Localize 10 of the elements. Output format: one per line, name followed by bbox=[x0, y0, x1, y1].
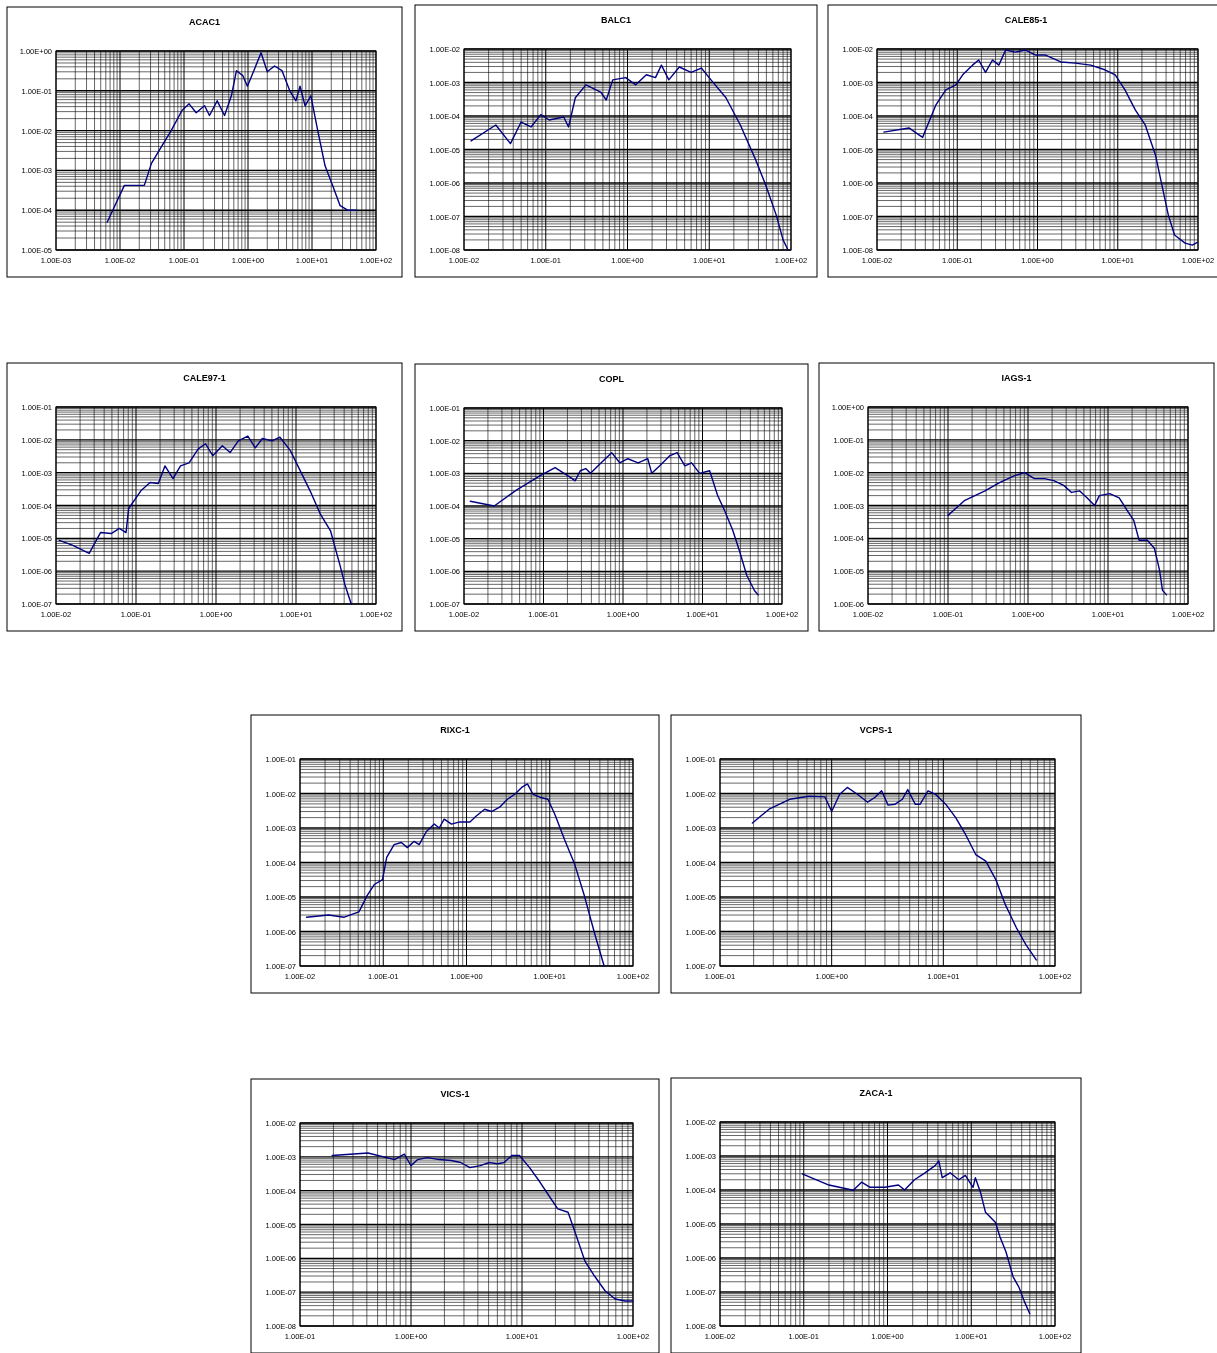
chart-title: VCPS-1 bbox=[859, 725, 893, 735]
chart-title: RIXC-1 bbox=[440, 725, 470, 735]
chart-title: ZACA-1 bbox=[859, 1088, 893, 1098]
chart-title: VICS-1 bbox=[440, 1089, 470, 1099]
chart-title: IAGS-1 bbox=[1001, 373, 1032, 383]
chart-title: ACAC1 bbox=[188, 17, 221, 27]
chart-title: CALE85-1 bbox=[1004, 15, 1048, 25]
chart-title: BALC1 bbox=[600, 15, 632, 25]
chart-title: CALE97-1 bbox=[183, 373, 226, 383]
chart-title: COPL bbox=[598, 374, 625, 384]
